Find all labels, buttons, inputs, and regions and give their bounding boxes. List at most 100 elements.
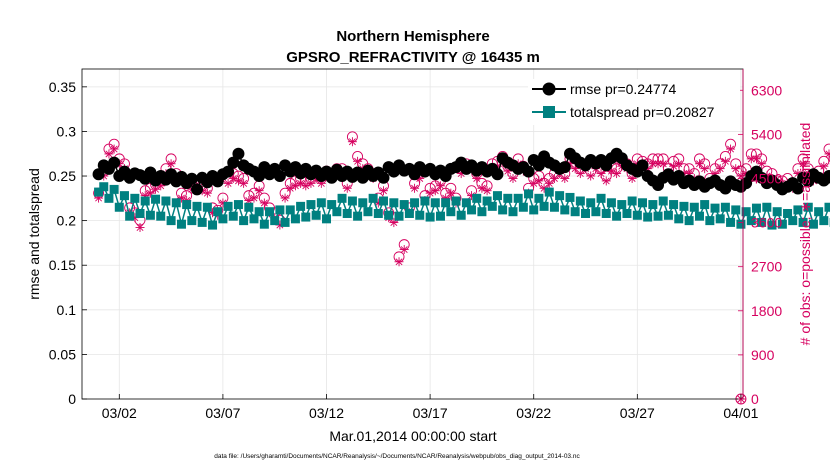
totalspread-point — [327, 200, 337, 210]
totalspread-point — [249, 214, 259, 224]
asterisk-stroke — [234, 177, 242, 185]
totalspread-point — [477, 207, 487, 217]
asterisk-stroke — [348, 138, 356, 146]
totalspread-point — [109, 184, 119, 194]
totalspread-point — [337, 193, 347, 203]
totalspread-point — [104, 193, 114, 203]
x-axis-label: Mar.01,2014 00:00:00 start — [329, 428, 496, 444]
data-file-footnote: data file: /Users/gharamti/Documents/NCA… — [214, 453, 580, 460]
asterisk-stroke — [447, 189, 455, 197]
obs-assimilated-point — [757, 159, 767, 169]
y-right-tick-label: 900 — [751, 347, 775, 363]
obs-assimilated-point — [254, 186, 264, 196]
asterisk-stroke — [395, 258, 403, 266]
obs-assimilated-point — [166, 159, 176, 169]
totalspread-point — [643, 212, 653, 222]
x-tick-label: 03/27 — [620, 405, 655, 421]
totalspread-point — [472, 193, 482, 203]
rmse-point — [185, 172, 198, 185]
asterisk-stroke — [509, 175, 517, 182]
totalspread-point — [394, 211, 404, 221]
legend-totalspread-marker — [543, 106, 555, 118]
totalspread-point — [368, 193, 378, 203]
y-right-tick-label: 0 — [751, 391, 759, 407]
obs-assimilated-point — [399, 245, 409, 255]
totalspread-point — [612, 211, 622, 221]
totalspread-point — [156, 211, 166, 221]
y-right-tick-label: 2700 — [751, 259, 782, 275]
totalspread-point — [498, 205, 508, 215]
totalspread-point — [311, 210, 321, 220]
obs-assimilated-point — [223, 178, 233, 188]
obs-assimilated-point — [135, 222, 145, 232]
asterisk-stroke — [696, 160, 703, 168]
totalspread-point — [187, 216, 197, 226]
totalspread-point — [363, 207, 373, 217]
totalspread-point — [555, 191, 565, 201]
x-tick-label: 03/17 — [413, 405, 448, 421]
totalspread-point — [332, 207, 342, 217]
totalspread-point — [674, 214, 684, 224]
obs-assimilated-point — [482, 186, 492, 196]
rmse-point — [791, 182, 804, 195]
totalspread-point — [715, 214, 725, 224]
totalspread-point — [176, 219, 186, 229]
x-tick-label: 03/22 — [516, 405, 551, 421]
legend-box — [528, 79, 740, 125]
chart-subtitle: GPSRO_REFRACTIVITY @ 16435 m — [286, 49, 540, 66]
totalspread-point — [819, 216, 829, 226]
totalspread-point — [705, 216, 715, 226]
totalspread-point — [114, 202, 124, 212]
totalspread-point — [213, 207, 223, 217]
asterisk-stroke — [250, 194, 258, 202]
asterisk-stroke — [753, 155, 760, 163]
x-tick-label: 03/02 — [102, 405, 137, 421]
y-left-tick-label: 0.35 — [49, 79, 76, 95]
totalspread-point — [586, 198, 596, 208]
totalspread-point — [596, 193, 606, 203]
asterisk-stroke — [716, 165, 724, 173]
asterisk-stroke — [659, 160, 667, 168]
totalspread-point — [622, 208, 632, 218]
asterisk-stroke — [675, 160, 683, 168]
obs-assimilated-point — [410, 183, 420, 193]
totalspread-point — [487, 201, 497, 211]
totalspread-point — [404, 208, 414, 218]
totalspread-point — [757, 217, 767, 227]
obs-assimilated-point — [472, 173, 482, 183]
asterisk-stroke — [400, 246, 408, 254]
totalspread-point — [762, 202, 772, 212]
totalspread-point — [119, 191, 129, 201]
y-axis-left-label: rmse and totalspread — [26, 168, 42, 300]
totalspread-point — [544, 187, 554, 197]
totalspread-point — [767, 220, 777, 230]
totalspread-point — [710, 203, 720, 213]
rmse-point — [227, 156, 240, 169]
asterisk-stroke — [380, 187, 387, 195]
obs-assimilated-point — [586, 171, 596, 181]
totalspread-point — [679, 201, 689, 211]
totalspread-point — [513, 193, 523, 203]
asterisk-stroke — [607, 167, 615, 175]
rmse-point — [253, 170, 266, 183]
asterisk-stroke — [483, 187, 491, 195]
asterisk-stroke — [229, 175, 237, 182]
totalspread-point — [94, 187, 104, 197]
legend-rmse-label: rmse pr=0.24774 — [570, 81, 676, 97]
rmse-point — [92, 168, 105, 181]
totalspread-point — [684, 216, 694, 226]
y-axis-right-label: # of obs: o=possible; ∗=assimilated — [797, 123, 813, 346]
x-tick-label: 03/07 — [205, 405, 240, 421]
obs-assimilated-point — [347, 137, 357, 147]
obs-assimilated-point — [658, 159, 668, 169]
totalspread-point — [239, 216, 249, 226]
totalspread-point — [772, 207, 782, 217]
y-axis-right: 0 900 1800 2700 3600 4500 5400 6300 — [738, 69, 782, 407]
totalspread-point — [606, 198, 616, 208]
series-layer — [92, 131, 830, 405]
legend-totalspread-label: totalspread pr=0.20827 — [570, 104, 715, 120]
obs-assimilated-point — [694, 159, 704, 169]
totalspread-point — [798, 217, 808, 227]
y-right-tick-label: 1800 — [751, 303, 782, 319]
totalspread-point — [565, 192, 575, 202]
